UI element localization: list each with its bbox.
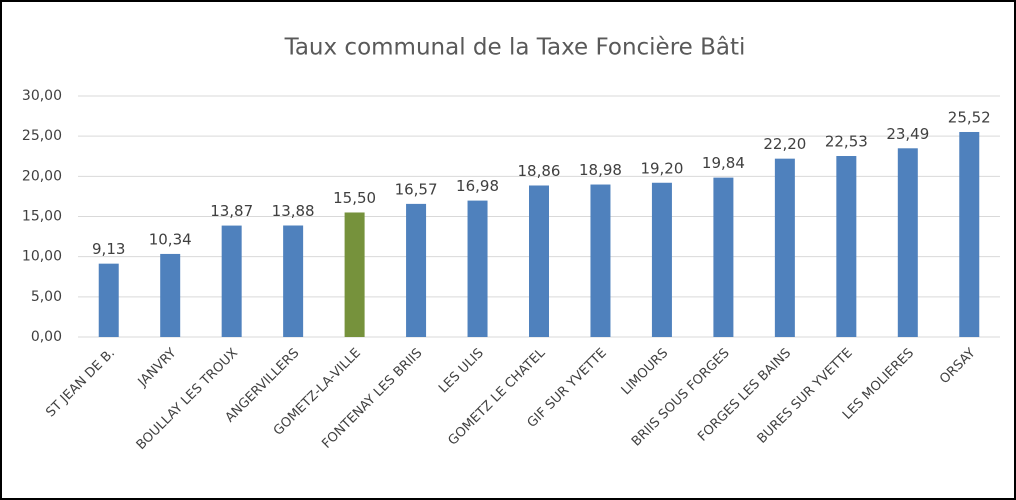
data-label: 13,87 xyxy=(210,202,253,220)
y-tick-label: 10,00 xyxy=(22,249,62,265)
bar xyxy=(959,131,980,337)
data-label: 18,98 xyxy=(579,161,622,179)
data-label: 19,20 xyxy=(640,159,683,177)
data-label: 23,49 xyxy=(886,125,929,143)
bar xyxy=(590,184,611,337)
data-label: 22,20 xyxy=(763,135,806,153)
y-tick-label: 25,00 xyxy=(22,128,62,144)
y-tick-label: 15,00 xyxy=(22,209,62,225)
bar xyxy=(467,200,488,337)
bar xyxy=(651,182,672,337)
data-label: 16,57 xyxy=(395,180,438,198)
data-label: 9,13 xyxy=(92,240,125,258)
bar xyxy=(774,158,795,337)
bar xyxy=(713,177,734,337)
bar xyxy=(529,185,549,337)
data-label: 15,50 xyxy=(333,189,376,207)
bar xyxy=(98,263,119,337)
data-label: 25,52 xyxy=(948,108,991,126)
y-tick-label: 0,00 xyxy=(31,329,62,345)
y-tick-label: 30,00 xyxy=(22,88,62,104)
data-label: 10,34 xyxy=(149,230,192,248)
bar xyxy=(406,203,427,337)
bar xyxy=(836,156,857,337)
data-label: 13,88 xyxy=(272,202,315,220)
data-label: 16,98 xyxy=(456,177,499,195)
y-tick-label: 5,00 xyxy=(31,289,62,305)
bar xyxy=(897,148,918,337)
data-label: 22,53 xyxy=(825,133,868,151)
bar xyxy=(283,225,304,337)
y-tick-label: 20,00 xyxy=(22,168,62,184)
chart-title: Taux communal de la Taxe Foncière Bâti xyxy=(284,35,746,61)
bar xyxy=(160,253,181,337)
bar xyxy=(221,225,242,337)
data-label: 18,86 xyxy=(518,162,561,180)
data-label: 19,84 xyxy=(702,154,745,172)
bar xyxy=(344,212,365,337)
